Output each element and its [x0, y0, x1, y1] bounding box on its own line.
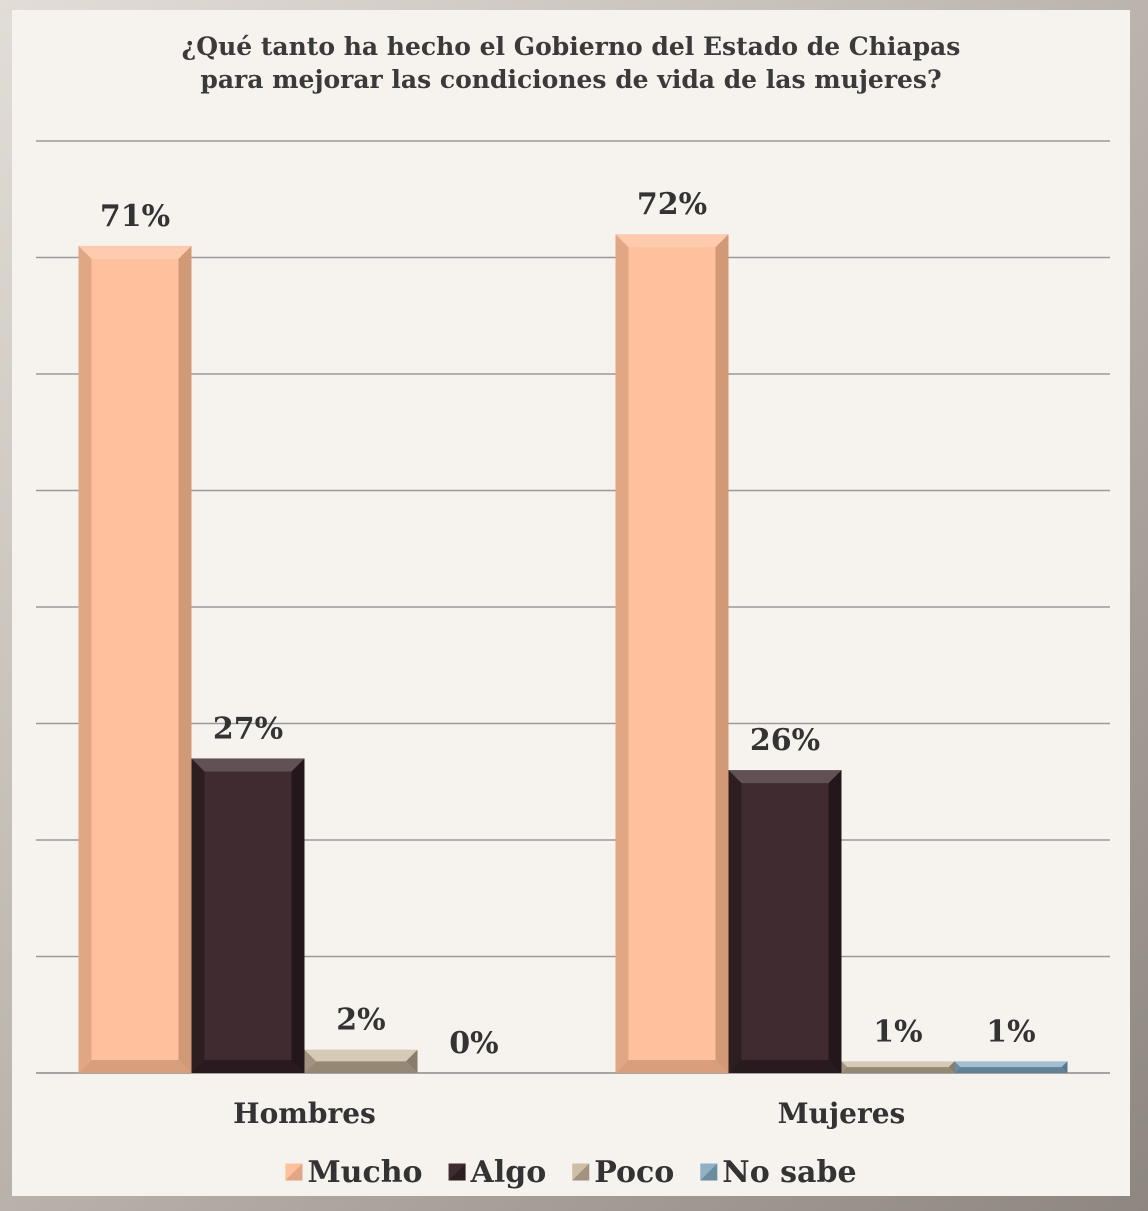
category-label: Hombres: [233, 1097, 376, 1130]
bar-mucho-hombres: [78, 245, 192, 1074]
legend-label: No sabe: [722, 1155, 856, 1190]
legend-label: Poco: [594, 1155, 674, 1190]
data-label: 0%: [449, 1026, 498, 1061]
legend-item-mucho: Mucho: [285, 1155, 423, 1190]
bar-poco-mujeres: [841, 1061, 955, 1073]
legend-label: Mucho: [307, 1155, 422, 1190]
data-label: 27%: [213, 711, 283, 746]
legend-item-no-sabe: No sabe: [700, 1155, 857, 1190]
legend-label: Algo: [470, 1155, 547, 1190]
chart-subtitle: para mejorar las condiciones de vida de …: [200, 65, 941, 94]
category-labels: Hombres Mujeres: [233, 1097, 905, 1130]
category-label: Mujeres: [778, 1097, 906, 1130]
data-label: 1%: [873, 1014, 922, 1049]
legend-item-algo: Algo: [448, 1155, 547, 1190]
bar-mucho-mujeres: [615, 234, 729, 1073]
bar-algo-mujeres: [728, 770, 842, 1073]
chart: ¿Qué tanto ha hecho el Gobierno del Esta…: [36, 32, 1110, 1190]
data-label: 2%: [336, 1003, 385, 1038]
data-label: 26%: [750, 723, 820, 758]
legend: Mucho Algo Poco No sabe: [285, 1155, 857, 1190]
data-label: 72%: [637, 187, 707, 222]
data-label: 1%: [986, 1014, 1035, 1049]
bar-poco-hombres: [304, 1049, 418, 1073]
chart-title: ¿Qué tanto ha hecho el Gobierno del Esta…: [182, 32, 961, 61]
bars: [78, 234, 1068, 1074]
data-label: 71%: [100, 199, 170, 234]
bar-no-sabe-mujeres: [954, 1061, 1068, 1073]
data-labels: 71% 27% 2% 0% 72% 26% 1% 1%: [100, 187, 1036, 1061]
legend-item-poco: Poco: [572, 1155, 674, 1190]
bar-algo-hombres: [191, 758, 305, 1073]
chart-panel: ¿Qué tanto ha hecho el Gobierno del Esta…: [12, 10, 1130, 1196]
